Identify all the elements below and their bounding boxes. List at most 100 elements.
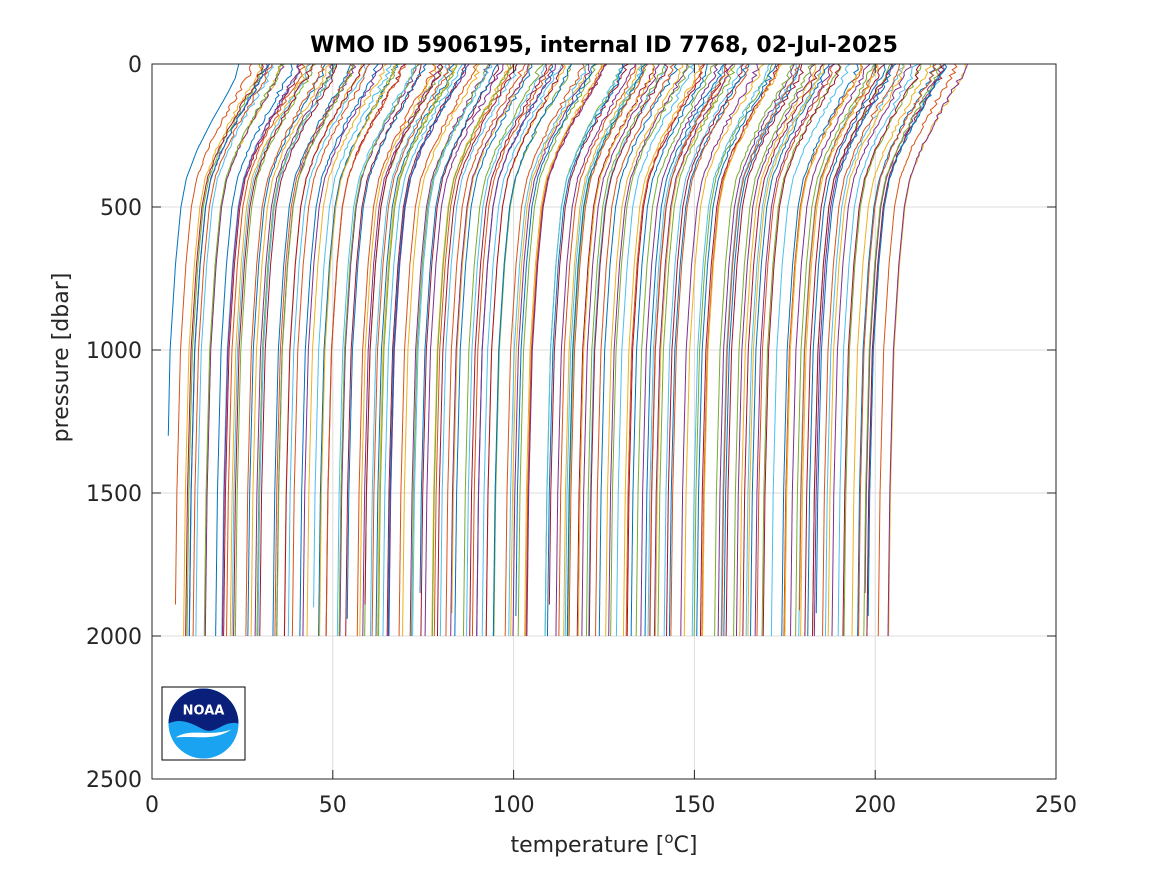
profile-line xyxy=(857,63,936,637)
x-tick-label: 100 xyxy=(493,793,535,818)
profile-lines xyxy=(167,63,968,637)
y-tick-label: 2000 xyxy=(86,625,142,650)
profile-line xyxy=(691,63,771,637)
profile-line xyxy=(837,63,919,637)
profile-line xyxy=(842,63,921,637)
profile-line xyxy=(371,63,451,636)
profile-line xyxy=(555,63,636,637)
profile-line xyxy=(188,63,271,636)
profile-line xyxy=(576,63,655,637)
profile-line xyxy=(544,63,625,637)
profile-line xyxy=(378,63,458,637)
profile-line xyxy=(623,63,703,636)
profile-line xyxy=(723,63,801,637)
profile-line xyxy=(680,63,760,636)
x-axis-label: temperature [oC] xyxy=(510,829,697,858)
profile-line xyxy=(790,63,871,637)
profile-line xyxy=(815,63,897,614)
profile-line xyxy=(822,63,901,636)
profile-line xyxy=(247,63,326,637)
x-axis-label-main: temperature [ xyxy=(510,833,664,858)
profile-line xyxy=(524,63,604,637)
profile-line xyxy=(625,63,705,636)
profile-line xyxy=(412,63,493,637)
profile-line xyxy=(739,63,817,636)
profile-line xyxy=(714,63,795,636)
profile-line xyxy=(784,63,863,636)
profile-line xyxy=(433,63,514,636)
profile-line xyxy=(649,63,726,637)
profile-line xyxy=(471,63,553,637)
profile-line xyxy=(756,63,835,636)
profile-line xyxy=(319,63,396,636)
profile-line xyxy=(630,63,708,637)
x-tick-label: 50 xyxy=(319,793,347,818)
profile-line xyxy=(736,63,816,636)
profile-line xyxy=(245,63,325,636)
profile-line xyxy=(451,63,531,614)
profile-line xyxy=(668,63,750,637)
profile-line xyxy=(356,63,437,637)
profile-line xyxy=(306,63,388,636)
profile-line xyxy=(663,63,743,636)
profile-line xyxy=(644,63,726,637)
profile-line xyxy=(419,63,499,594)
profile-line xyxy=(409,63,491,636)
profile-line xyxy=(259,63,338,636)
profile-line xyxy=(566,63,648,636)
profile-line xyxy=(733,63,814,636)
profile-line xyxy=(657,63,736,636)
profile-line xyxy=(254,63,333,636)
profile-line xyxy=(346,63,427,619)
profile-line xyxy=(257,63,336,636)
profile-line xyxy=(783,63,863,636)
profile-line xyxy=(795,63,876,636)
profile-line xyxy=(683,63,765,636)
profile-line xyxy=(175,63,252,605)
profile-line xyxy=(445,63,526,637)
x-tick-label: 150 xyxy=(673,793,715,818)
profile-line xyxy=(233,63,314,637)
profile-line xyxy=(693,63,774,637)
profile-line xyxy=(369,63,449,637)
profile-line xyxy=(747,63,825,637)
profile-line xyxy=(466,63,547,637)
profile-line xyxy=(563,63,643,636)
profile-line xyxy=(867,63,948,616)
profile-line xyxy=(291,63,371,636)
profile-line xyxy=(185,63,264,636)
profile-line xyxy=(375,63,456,637)
profile-line xyxy=(700,63,781,636)
profile-line xyxy=(781,63,859,636)
profile-line xyxy=(463,63,545,636)
profile-line xyxy=(256,63,337,636)
profile-line xyxy=(813,63,894,637)
profile-line xyxy=(547,63,624,636)
profile-line xyxy=(526,63,608,636)
y-tick-label: 500 xyxy=(100,196,142,221)
axes-box xyxy=(151,63,1057,780)
profile-line xyxy=(195,63,274,637)
profile-line xyxy=(863,63,941,636)
profile-line xyxy=(647,63,728,637)
profile-line xyxy=(851,63,932,637)
profile-line xyxy=(512,63,591,636)
profile-line xyxy=(804,63,886,636)
profile-line xyxy=(831,63,912,636)
chart-title: WMO ID 5906195, internal ID 7768, 02-Jul… xyxy=(310,33,898,58)
profile-line xyxy=(439,63,518,636)
profile-line xyxy=(564,63,644,637)
profile-line xyxy=(887,63,968,636)
profile-line xyxy=(721,63,801,636)
profile-line xyxy=(402,63,480,637)
y-tick-label: 1000 xyxy=(86,339,142,364)
noaa-logo: NOAA xyxy=(161,686,246,761)
profile-line xyxy=(610,63,691,637)
profile-line xyxy=(287,63,367,637)
profile-line xyxy=(517,63,598,636)
x-tick-label: 250 xyxy=(1035,793,1077,818)
profile-line xyxy=(717,63,795,637)
grid xyxy=(152,64,1056,779)
